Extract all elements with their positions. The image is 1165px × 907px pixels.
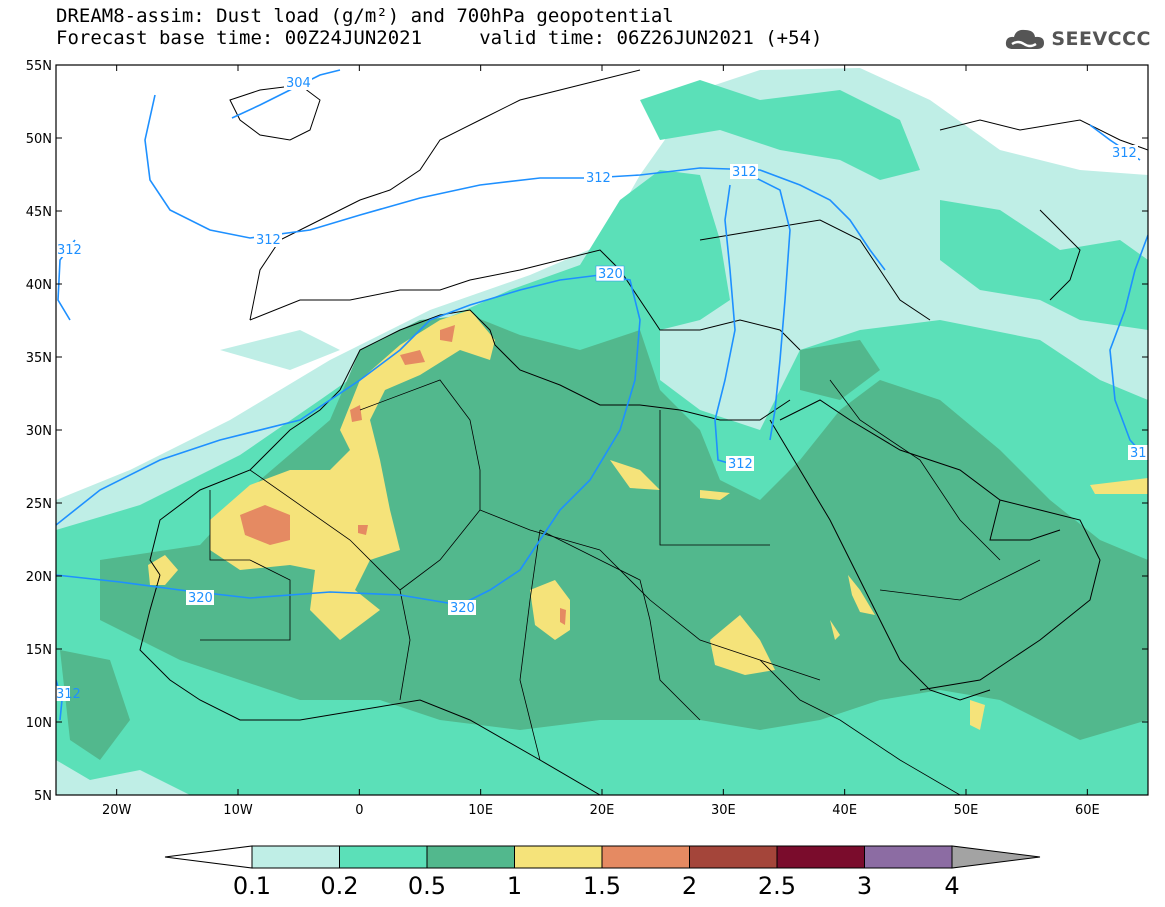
lat-label: 40N xyxy=(26,278,52,293)
cloud-icon xyxy=(1006,29,1045,49)
seevccc-logo: SEEVCCC xyxy=(1003,24,1151,54)
colorbar-label: 3 xyxy=(857,872,872,900)
colorbar-segment xyxy=(514,845,603,869)
map-title-line-1: DREAM8-assim: Dust load (g/m²) and 700hP… xyxy=(56,5,674,27)
dust-load-colorbar: 0.1 0.2 0.5 1 1.5 2 2.5 3 4 xyxy=(164,845,1041,900)
logo-text: SEEVCCC xyxy=(1051,28,1151,50)
colorbar-right-arrow xyxy=(951,845,1041,869)
contour-label: 320 xyxy=(450,601,475,616)
lat-label: 20N xyxy=(26,570,52,585)
contour-label: 312 xyxy=(586,171,611,186)
contour-label: 320 xyxy=(188,591,213,606)
colorbar-segment xyxy=(426,845,515,869)
colorbar-label: 1 xyxy=(507,872,522,900)
lon-label: 60E xyxy=(1075,803,1100,818)
colorbar-label: 0.2 xyxy=(320,872,358,900)
colorbar-label: 4 xyxy=(944,872,959,900)
colorbar-left-arrow xyxy=(164,845,253,869)
colorbar-segment xyxy=(689,845,778,869)
colorbar-label: 0.1 xyxy=(233,872,271,900)
colorbar-label: 2.5 xyxy=(758,872,796,900)
colorbar-segment xyxy=(339,845,428,869)
lon-label: 50E xyxy=(954,803,979,818)
contour-label: 312 xyxy=(1112,146,1137,161)
colorbar-segment xyxy=(601,845,690,869)
contour-label: 312 xyxy=(56,687,81,702)
contour-label: 312 xyxy=(57,243,82,258)
lon-label: 30E xyxy=(711,803,736,818)
lon-label: 10W xyxy=(223,803,253,818)
dust-band-1.5 xyxy=(240,325,566,625)
colorbar-label: 2 xyxy=(682,872,697,900)
map-title-line-2: Forecast base time: 00Z24JUN2021 valid t… xyxy=(56,27,823,49)
latitude-axis: 55N 50N 45N 40N 35N 30N 25N 20N 15N 10N 5N xyxy=(26,59,1148,804)
contour-label: 320 xyxy=(598,267,623,282)
lat-label: 55N xyxy=(26,59,52,74)
colorbar-segment xyxy=(864,845,953,869)
lon-label: 20E xyxy=(590,803,615,818)
colorbar-segment xyxy=(776,845,865,869)
lon-label: 10E xyxy=(468,803,493,818)
lat-label: 10N xyxy=(26,716,52,731)
contour-label: 304 xyxy=(286,76,311,91)
lat-label: 5N xyxy=(34,789,52,804)
lat-label: 25N xyxy=(26,497,52,512)
contour-label: 312 xyxy=(256,233,281,248)
colorbar-label: 0.5 xyxy=(408,872,446,900)
colorbar-segment xyxy=(251,845,340,869)
lon-label: 20W xyxy=(102,803,132,818)
lat-label: 15N xyxy=(26,643,52,658)
map-plot-area: 304 312 312 312 312 312 312 320 320 320 … xyxy=(56,65,1148,795)
contour-label: 312 xyxy=(728,457,753,472)
contour-label: 312 xyxy=(732,165,757,180)
country-borders xyxy=(200,379,1041,795)
lat-label: 35N xyxy=(26,351,52,366)
colorbar-label: 1.5 xyxy=(583,872,621,900)
longitude-axis: 20W 10W 0 10E 20E 30E 40E 50E 60E xyxy=(102,65,1100,818)
contour-label: 31 xyxy=(1130,446,1147,461)
lon-label: 0 xyxy=(355,803,363,818)
lat-label: 45N xyxy=(26,205,52,220)
contour-label-group: 304 312 312 312 312 312 312 320 320 320 … xyxy=(56,75,1148,702)
lat-label: 30N xyxy=(26,424,52,439)
lat-label: 50N xyxy=(26,132,52,147)
lon-label: 40E xyxy=(832,803,857,818)
